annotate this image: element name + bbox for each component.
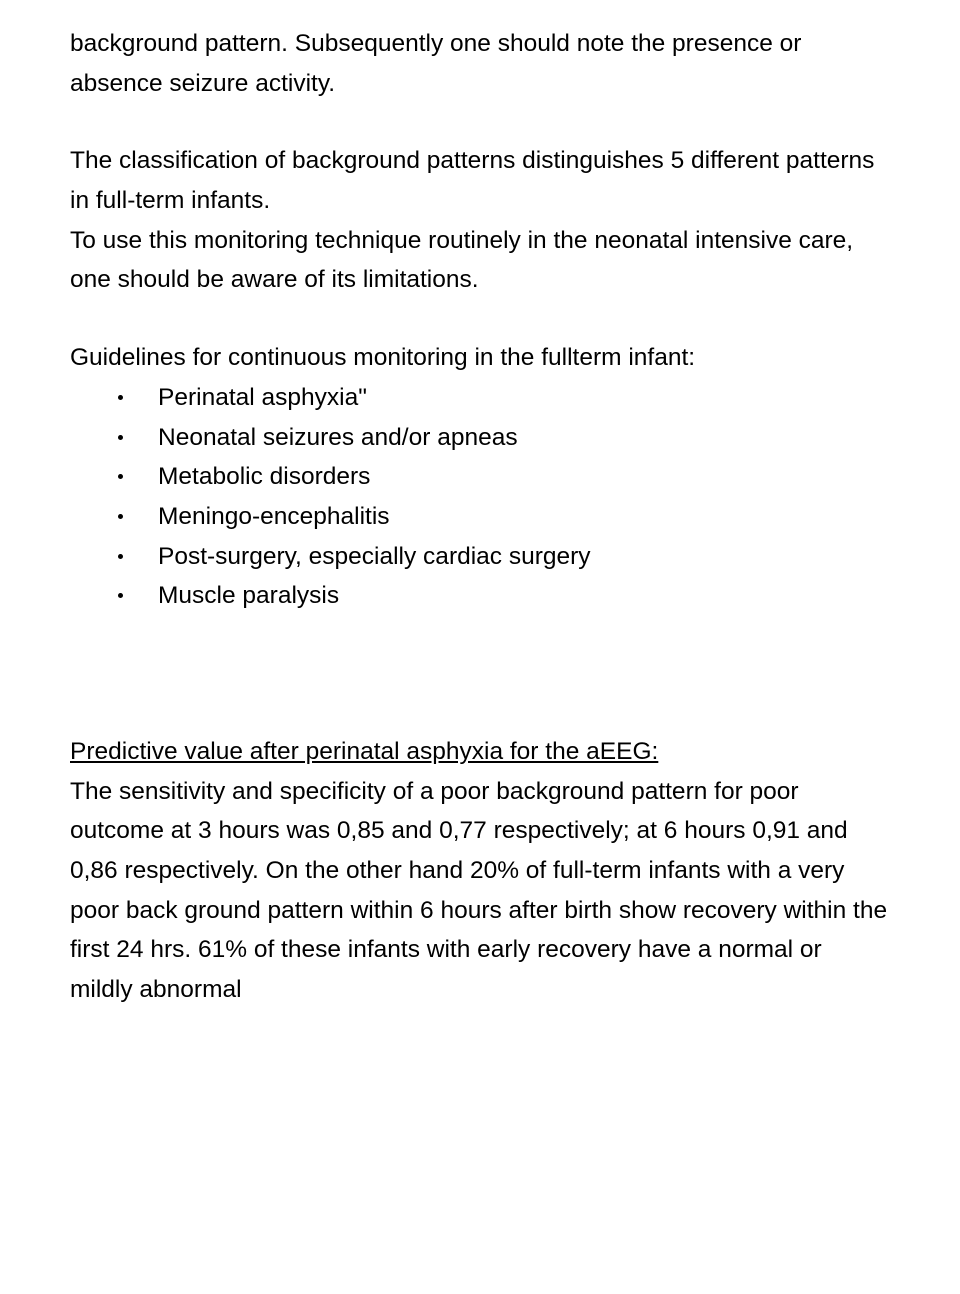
list-item: Perinatal asphyxia" (118, 378, 890, 418)
guidelines-list: Perinatal asphyxia" Neonatal seizures an… (70, 378, 890, 616)
predictive-section: Predictive value after perinatal asphyxi… (70, 732, 890, 1010)
list-item: Neonatal seizures and/or apneas (118, 418, 890, 458)
list-item: Meningo-encephalitis (118, 497, 890, 537)
paragraph-classification: The classification of background pattern… (70, 141, 890, 220)
list-item: Post-surgery, especially cardiac surgery (118, 537, 890, 577)
document-page: background pattern. Subsequently one sho… (0, 0, 960, 1294)
list-item: Metabolic disorders (118, 457, 890, 497)
guidelines-heading: Guidelines for continuous monitoring in … (70, 338, 890, 378)
section-spacer (70, 654, 890, 732)
paragraph-limitations: To use this monitoring technique routine… (70, 221, 890, 300)
paragraph-intro-continued: background pattern. Subsequently one sho… (70, 24, 890, 103)
predictive-heading: Predictive value after perinatal asphyxi… (70, 738, 658, 765)
predictive-body: The sensitivity and specificity of a poo… (70, 778, 887, 1003)
list-item: Muscle paralysis (118, 576, 890, 616)
